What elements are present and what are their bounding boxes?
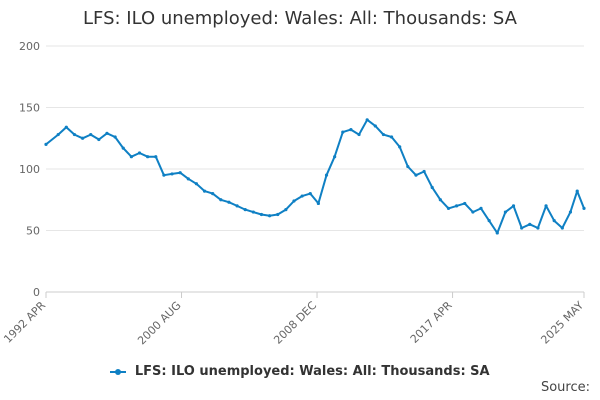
data-point[interactable] <box>463 201 467 206</box>
data-point[interactable] <box>170 172 174 176</box>
x-tick-label: 1992 APR <box>1 299 48 346</box>
source-label: Source: <box>540 380 590 395</box>
data-point[interactable] <box>202 189 207 193</box>
data-point[interactable] <box>178 171 182 175</box>
data-point[interactable] <box>349 128 353 132</box>
data-point[interactable] <box>479 206 483 210</box>
data-point[interactable] <box>324 173 329 177</box>
data-point[interactable] <box>544 204 548 208</box>
data-point[interactable] <box>528 222 532 226</box>
data-point[interactable] <box>455 204 459 208</box>
data-point[interactable] <box>308 192 312 196</box>
data-point[interactable] <box>154 155 158 159</box>
data-point[interactable] <box>56 132 60 137</box>
data-point[interactable] <box>113 135 117 139</box>
data-point[interactable] <box>333 155 337 159</box>
data-point[interactable] <box>105 131 109 135</box>
data-point[interactable] <box>575 189 579 193</box>
data-point[interactable] <box>268 214 272 218</box>
y-tick-label: 100 <box>19 163 40 176</box>
data-point[interactable] <box>446 206 451 210</box>
data-point[interactable] <box>235 204 239 208</box>
data-point[interactable] <box>89 132 93 137</box>
data-point[interactable] <box>121 146 125 150</box>
data-point[interactable] <box>194 182 199 186</box>
data-point[interactable] <box>398 145 402 149</box>
data-point[interactable] <box>471 210 475 214</box>
x-tick-label: 2008 DEC <box>271 299 319 347</box>
data-point[interactable] <box>162 173 166 177</box>
data-point[interactable] <box>276 212 280 217</box>
data-point[interactable] <box>520 226 524 230</box>
data-point[interactable] <box>243 207 247 212</box>
legend-swatch-icon <box>110 367 127 377</box>
data-point[interactable] <box>406 164 410 169</box>
data-point[interactable] <box>503 210 508 214</box>
chart-title: LFS: ILO unemployed: Wales: All: Thousan… <box>83 8 517 29</box>
data-point[interactable] <box>495 231 499 235</box>
data-point[interactable] <box>414 173 418 177</box>
legend-label: LFS: ILO unemployed: Wales: All: Thousan… <box>134 364 490 379</box>
data-point[interactable] <box>582 206 586 210</box>
x-tick-label: 2017 APR <box>408 299 455 346</box>
y-tick-label: 150 <box>19 102 40 115</box>
y-tick-label: 200 <box>19 40 40 53</box>
data-point[interactable] <box>389 135 394 139</box>
data-point[interactable] <box>511 204 516 208</box>
data-point[interactable] <box>129 155 133 159</box>
data-point[interactable] <box>560 226 564 230</box>
data-point[interactable] <box>552 219 556 223</box>
data-point[interactable] <box>64 125 68 129</box>
data-point[interactable] <box>341 130 345 134</box>
data-point[interactable] <box>316 201 320 206</box>
data-point[interactable] <box>536 226 540 230</box>
data-point[interactable] <box>487 219 491 223</box>
data-point[interactable] <box>227 200 231 204</box>
data-point[interactable] <box>97 137 101 142</box>
data-point[interactable] <box>251 210 255 214</box>
data-point[interactable] <box>422 169 426 174</box>
data-point[interactable] <box>284 207 288 212</box>
data-point[interactable] <box>211 192 215 196</box>
data-point[interactable] <box>146 155 150 159</box>
data-point[interactable] <box>186 177 190 181</box>
data-point[interactable] <box>44 142 48 146</box>
data-point[interactable] <box>357 132 361 137</box>
series-line <box>45 118 585 234</box>
data-point[interactable] <box>300 194 304 198</box>
data-point[interactable] <box>381 132 386 137</box>
y-tick-label: 0 <box>33 286 40 299</box>
x-tick-label: 2025 MAY <box>538 299 586 347</box>
data-point[interactable] <box>80 136 85 140</box>
data-point[interactable] <box>365 118 369 122</box>
data-point[interactable] <box>568 210 573 214</box>
legend[interactable]: LFS: ILO unemployed: Wales: All: Thousan… <box>0 364 600 379</box>
data-point[interactable] <box>72 132 77 137</box>
data-point[interactable] <box>219 198 223 202</box>
data-point[interactable] <box>137 151 142 155</box>
data-point[interactable] <box>430 185 434 190</box>
data-point[interactable] <box>438 198 442 202</box>
data-point[interactable] <box>292 199 296 203</box>
data-point[interactable] <box>373 124 377 128</box>
x-tick-label: 2000 AUG <box>135 299 184 348</box>
y-tick-label: 50 <box>26 225 40 238</box>
data-point[interactable] <box>259 212 264 217</box>
